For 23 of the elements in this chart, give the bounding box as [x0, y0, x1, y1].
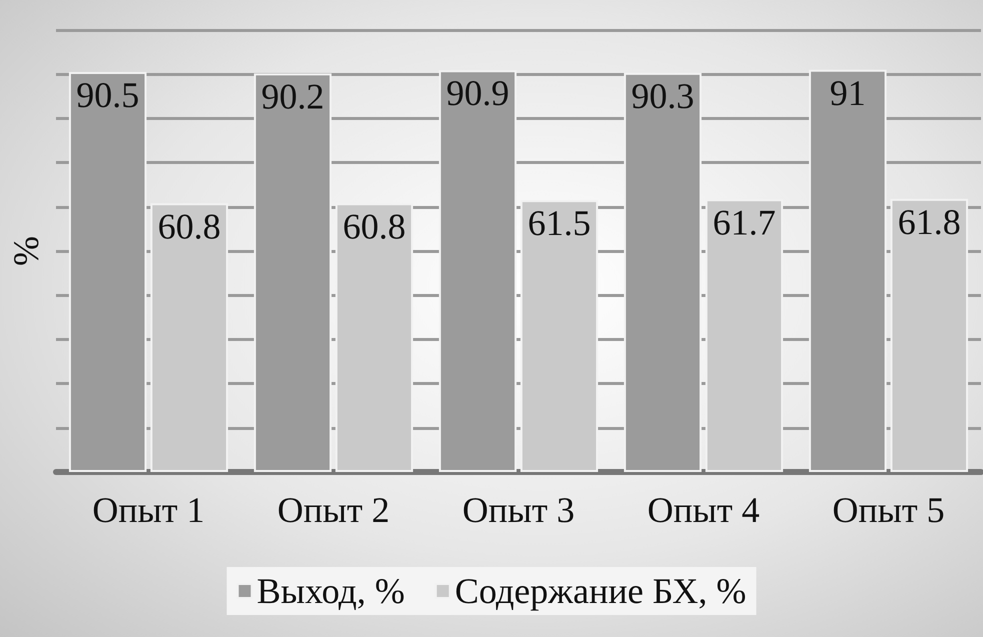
- bar: [705, 199, 784, 472]
- data-label: 61.5: [528, 203, 591, 244]
- x-tick-label: Опыт 4: [647, 490, 760, 530]
- bar: [890, 198, 968, 472]
- data-label: 90.5: [76, 74, 140, 115]
- x-tick-label: Опыт 5: [832, 490, 945, 530]
- data-label: 61.7: [712, 202, 776, 242]
- data-label: 91: [830, 72, 866, 113]
- data-label: 60.8: [342, 206, 406, 246]
- x-tick-label: Опыт 2: [277, 490, 390, 530]
- legend-label: Выход, %: [256, 571, 405, 611]
- data-label: 90.2: [261, 76, 324, 116]
- data-label: 61.8: [898, 202, 961, 242]
- legend-label: Содержание БХ, %: [454, 571, 746, 611]
- bar: [335, 203, 414, 472]
- bar: [520, 200, 598, 472]
- data-label: 90.9: [446, 73, 510, 114]
- data-label: 90.3: [631, 76, 694, 116]
- bar: [150, 203, 228, 472]
- x-tick-label: Опыт 3: [462, 490, 575, 530]
- y-axis-title: %: [6, 236, 46, 266]
- data-label: 60.8: [158, 206, 221, 246]
- x-tick-label: Опыт 1: [92, 490, 205, 530]
